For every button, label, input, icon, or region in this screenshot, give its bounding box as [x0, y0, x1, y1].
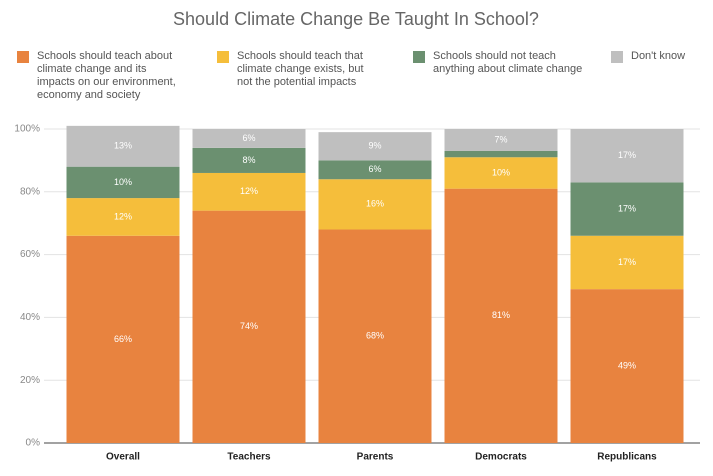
- legend-swatch: [217, 51, 229, 63]
- data-label: 17%: [618, 203, 636, 213]
- data-label: 12%: [114, 211, 132, 221]
- bar-segment: [66, 166, 180, 199]
- bar-segment: [66, 235, 180, 443]
- legend-item: Schools should teach about climate chang…: [17, 50, 177, 102]
- bar-segment: [570, 129, 684, 183]
- bar-segment: [192, 172, 306, 211]
- bar-segment: [318, 229, 432, 443]
- legend-label: Schools should teach about climate chang…: [37, 50, 176, 101]
- bar-segment: [66, 198, 180, 236]
- data-label: 10%: [114, 177, 132, 187]
- x-tick-label: Parents: [357, 452, 394, 463]
- bar-segment: [318, 160, 432, 180]
- data-label: 17%: [618, 257, 636, 267]
- y-tick-label: 0%: [26, 438, 41, 449]
- data-label: 74%: [240, 321, 258, 331]
- bar-segment: [192, 129, 306, 148]
- bar-segment: [66, 125, 180, 167]
- legend-item: Schools should teach that climate change…: [217, 50, 377, 89]
- y-tick-label: 60%: [20, 249, 40, 260]
- bar-segment: [444, 129, 558, 151]
- y-tick-label: 40%: [20, 312, 40, 323]
- data-label: 17%: [618, 150, 636, 160]
- legend-swatch: [17, 51, 29, 63]
- x-tick-label: Overall: [106, 452, 140, 463]
- data-label: 10%: [492, 167, 510, 177]
- y-tick-label: 100%: [14, 124, 40, 135]
- legend-label: Schools should teach that climate change…: [237, 50, 364, 88]
- bar-segment: [570, 235, 684, 290]
- legend-swatch: [611, 51, 623, 63]
- data-label: 81%: [492, 310, 510, 320]
- bar-segment: [318, 132, 432, 161]
- bar-segment: [444, 150, 558, 158]
- legend-label: Schools should not teach anything about …: [433, 50, 583, 75]
- bar-segment: [570, 289, 684, 443]
- bar-segment: [192, 147, 306, 173]
- x-tick-label: Republicans: [597, 452, 657, 463]
- data-label: 12%: [240, 186, 258, 196]
- bar-segment: [192, 210, 306, 443]
- data-label: 6%: [368, 164, 381, 174]
- chart-title: Should Climate Change Be Taught In Schoo…: [173, 9, 539, 29]
- data-label: 13%: [114, 141, 132, 151]
- legend-swatch: [413, 51, 425, 63]
- data-label: 6%: [242, 133, 255, 143]
- data-label: 7%: [494, 134, 507, 144]
- data-label: 16%: [366, 199, 384, 209]
- data-label: 68%: [366, 331, 384, 341]
- y-tick-label: 80%: [20, 186, 40, 197]
- legend-label: Don't know: [631, 50, 686, 62]
- legend-item: Don't know: [611, 50, 706, 63]
- bar-segment: [318, 179, 432, 230]
- data-label: 66%: [114, 334, 132, 344]
- y-tick-label: 20%: [20, 375, 40, 386]
- x-tick-label: Democrats: [475, 452, 527, 463]
- bar-segment: [444, 188, 558, 443]
- x-tick-label: Teachers: [227, 452, 271, 463]
- bar-segment: [444, 157, 558, 189]
- data-label: 49%: [618, 360, 636, 370]
- data-label: 9%: [368, 141, 381, 151]
- data-label: 8%: [242, 155, 255, 165]
- legend-item: Schools should not teach anything about …: [413, 50, 588, 76]
- bar-segment: [570, 182, 684, 236]
